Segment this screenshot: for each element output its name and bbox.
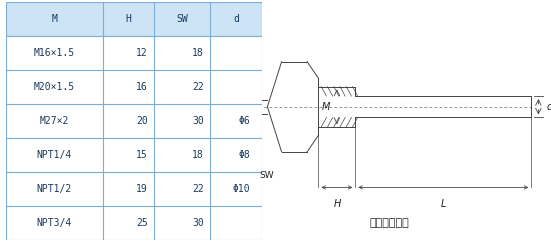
Text: M20×1.5: M20×1.5 xyxy=(34,82,75,92)
Text: Φ8: Φ8 xyxy=(239,150,250,160)
Text: d: d xyxy=(547,102,551,112)
Text: 16: 16 xyxy=(136,82,148,92)
Text: 固定螺紋接頭: 固定螺紋接頭 xyxy=(370,218,409,228)
Text: NPT1/2: NPT1/2 xyxy=(36,184,72,194)
Text: M27×2: M27×2 xyxy=(40,116,69,126)
Text: Φ10: Φ10 xyxy=(233,184,250,194)
Text: H: H xyxy=(126,14,132,24)
Text: 25: 25 xyxy=(136,218,148,228)
Text: SW: SW xyxy=(259,171,273,180)
Text: 20: 20 xyxy=(136,116,148,126)
Text: NPT1/4: NPT1/4 xyxy=(36,150,72,160)
Text: L: L xyxy=(441,199,446,209)
Text: d: d xyxy=(233,14,239,24)
Text: 19: 19 xyxy=(136,184,148,194)
Text: 30: 30 xyxy=(192,218,204,228)
Text: M: M xyxy=(51,14,57,24)
Text: NPT3/4: NPT3/4 xyxy=(36,218,72,228)
Text: 30: 30 xyxy=(192,116,204,126)
Text: SW: SW xyxy=(176,14,188,24)
Text: H: H xyxy=(333,199,341,209)
Bar xyxy=(6,2,262,36)
Text: 15: 15 xyxy=(136,150,148,160)
Text: M: M xyxy=(321,102,329,112)
Text: 22: 22 xyxy=(192,82,204,92)
Text: 12: 12 xyxy=(136,48,148,58)
Text: 18: 18 xyxy=(192,150,204,160)
Text: Φ6: Φ6 xyxy=(239,116,250,126)
Text: M16×1.5: M16×1.5 xyxy=(34,48,75,58)
Text: 22: 22 xyxy=(192,184,204,194)
Text: 18: 18 xyxy=(192,48,204,58)
